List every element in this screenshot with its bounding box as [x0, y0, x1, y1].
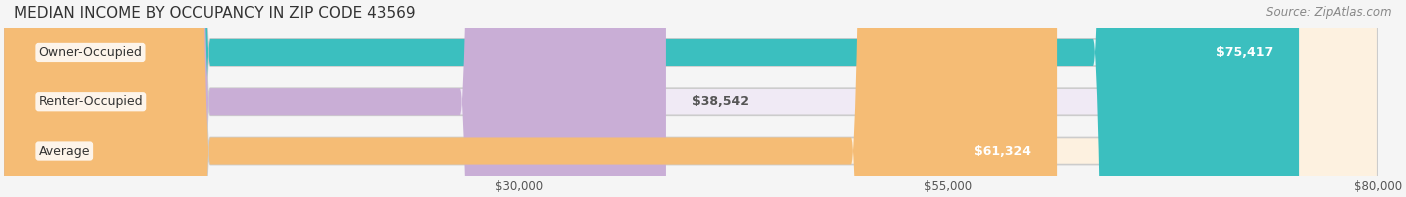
FancyBboxPatch shape [4, 0, 1057, 197]
Text: $75,417: $75,417 [1216, 46, 1274, 59]
FancyBboxPatch shape [4, 0, 1378, 197]
Text: Owner-Occupied: Owner-Occupied [38, 46, 142, 59]
Text: Source: ZipAtlas.com: Source: ZipAtlas.com [1267, 6, 1392, 19]
Text: Renter-Occupied: Renter-Occupied [38, 95, 143, 108]
FancyBboxPatch shape [4, 0, 1299, 197]
FancyBboxPatch shape [4, 0, 1378, 197]
Text: Average: Average [38, 145, 90, 158]
Text: $61,324: $61,324 [974, 145, 1032, 158]
Text: $38,542: $38,542 [692, 95, 748, 108]
FancyBboxPatch shape [4, 0, 1378, 197]
FancyBboxPatch shape [4, 0, 666, 197]
Text: MEDIAN INCOME BY OCCUPANCY IN ZIP CODE 43569: MEDIAN INCOME BY OCCUPANCY IN ZIP CODE 4… [14, 6, 416, 21]
